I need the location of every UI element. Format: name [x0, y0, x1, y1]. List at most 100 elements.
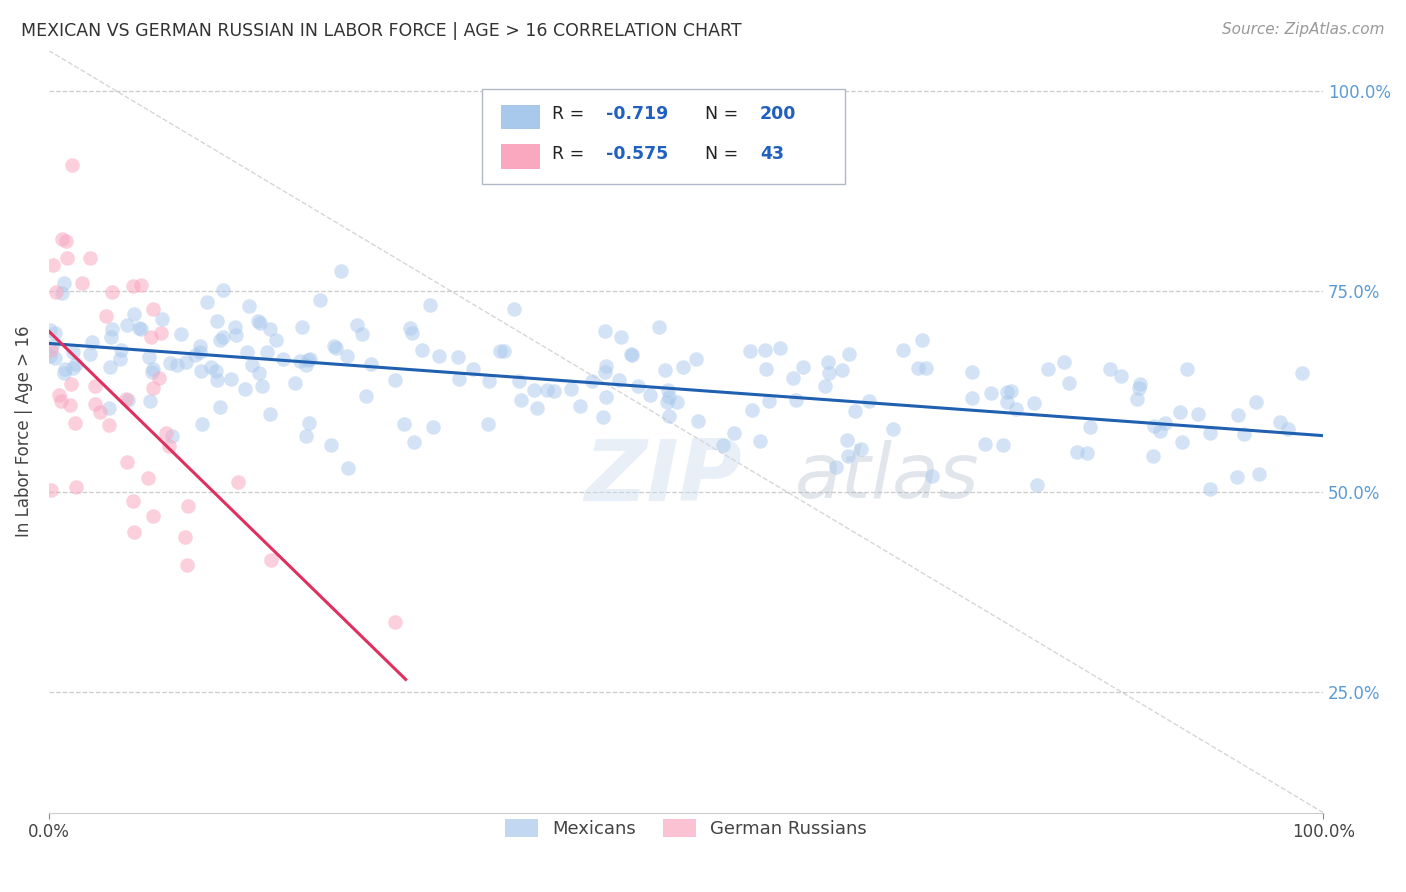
Legend: Mexicans, German Russians: Mexicans, German Russians — [498, 812, 875, 846]
Point — [160, 429, 183, 443]
Point — [1175, 362, 1198, 376]
Point — [51, 232, 73, 246]
Point — [256, 344, 278, 359]
Point — [155, 425, 177, 440]
Point — [1038, 362, 1060, 376]
Text: R =: R = — [553, 105, 591, 123]
Point — [121, 279, 143, 293]
Point — [411, 343, 433, 357]
Point — [325, 341, 347, 355]
Point — [335, 349, 357, 363]
Point — [98, 418, 121, 433]
Point — [159, 356, 181, 370]
Point — [1247, 467, 1270, 481]
Point — [655, 394, 678, 409]
FancyBboxPatch shape — [482, 89, 845, 184]
Point — [219, 372, 242, 386]
Point — [72, 276, 94, 290]
Text: atlas: atlas — [794, 441, 979, 515]
Point — [247, 314, 270, 328]
Point — [1187, 408, 1209, 422]
Point — [38, 323, 60, 337]
Point — [1142, 449, 1164, 463]
Point — [1149, 424, 1171, 438]
Point — [101, 285, 124, 300]
Point — [174, 355, 197, 369]
Point — [907, 360, 929, 375]
Point — [831, 363, 853, 377]
Point — [170, 327, 193, 342]
Bar — [502, 104, 540, 129]
Point — [114, 392, 136, 407]
Point — [117, 455, 139, 469]
Point — [1227, 408, 1250, 422]
Point — [782, 371, 804, 385]
Point — [101, 321, 124, 335]
Point — [212, 284, 235, 298]
Point — [79, 347, 101, 361]
Point — [41, 343, 63, 357]
Point — [122, 307, 145, 321]
Point — [209, 400, 232, 414]
Point — [53, 361, 76, 376]
Point — [1053, 355, 1076, 369]
Point — [921, 469, 943, 483]
Point — [610, 330, 633, 344]
Point — [53, 366, 76, 380]
Point — [392, 417, 415, 432]
Point — [59, 398, 82, 412]
Point — [176, 558, 198, 573]
Point — [581, 375, 603, 389]
Point — [208, 333, 231, 347]
Point — [419, 298, 441, 312]
Point — [526, 401, 548, 416]
Point — [1226, 470, 1249, 484]
Point — [319, 438, 342, 452]
Point — [110, 343, 132, 357]
Point — [65, 416, 87, 430]
Point — [489, 343, 512, 358]
Point — [299, 351, 322, 366]
Point — [1066, 444, 1088, 458]
Point — [1024, 396, 1046, 410]
Point — [49, 394, 72, 409]
Point — [844, 404, 866, 418]
Point — [569, 399, 592, 413]
Point — [711, 438, 734, 452]
Point — [59, 377, 82, 392]
Point — [463, 361, 485, 376]
Point — [226, 475, 249, 489]
Point — [259, 407, 281, 421]
Point — [65, 480, 87, 494]
Point — [543, 384, 565, 399]
Point — [449, 372, 471, 386]
Point — [294, 428, 316, 442]
Point — [52, 276, 75, 290]
Point — [62, 345, 84, 359]
Point — [188, 345, 211, 359]
Point — [1232, 427, 1254, 442]
Point — [360, 357, 382, 371]
Point — [398, 320, 420, 334]
Point — [65, 357, 87, 371]
Y-axis label: In Labor Force | Age > 16: In Labor Force | Age > 16 — [15, 326, 32, 537]
Point — [1291, 366, 1313, 380]
Point — [45, 285, 67, 299]
Point — [755, 361, 778, 376]
Point — [1199, 426, 1222, 441]
Point — [166, 358, 188, 372]
Point — [657, 384, 679, 398]
Point — [1128, 381, 1150, 395]
Point — [502, 302, 524, 317]
Point — [44, 351, 66, 366]
Point — [39, 483, 62, 498]
Point — [492, 344, 515, 359]
Point — [654, 363, 676, 377]
Point — [1099, 361, 1122, 376]
Point — [295, 358, 318, 372]
Point — [1000, 384, 1022, 398]
Point — [264, 333, 287, 347]
Point — [184, 348, 207, 362]
Point — [284, 376, 307, 390]
Text: 200: 200 — [761, 105, 796, 123]
